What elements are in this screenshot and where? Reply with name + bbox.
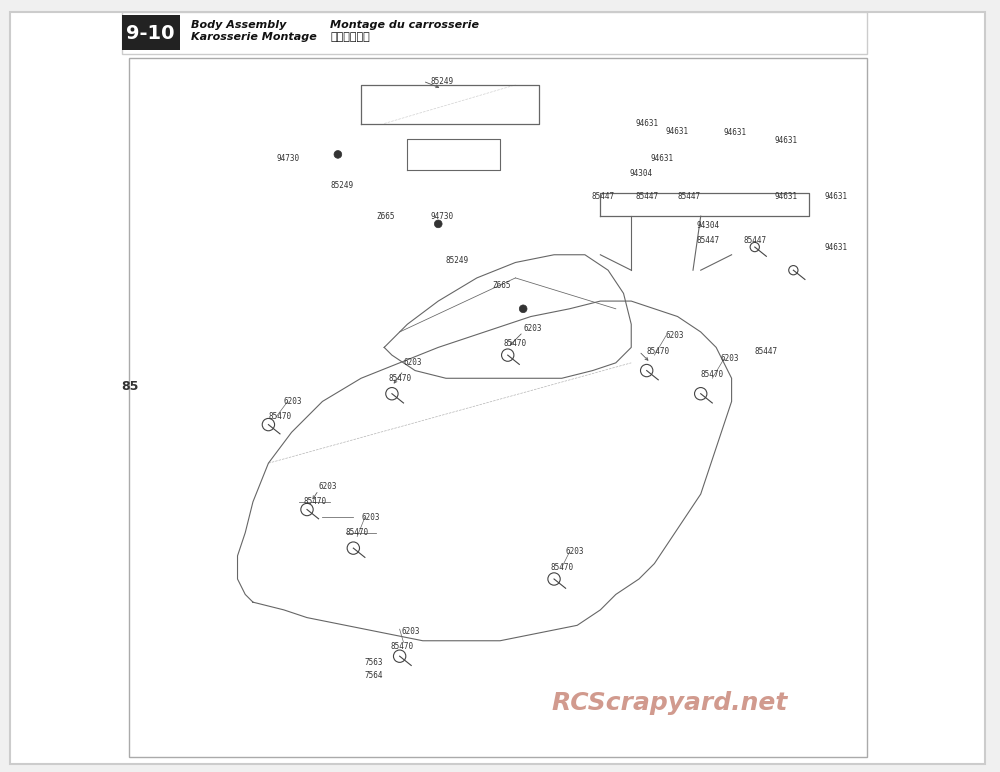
Text: 6203: 6203 bbox=[284, 397, 302, 406]
Text: 94631: 94631 bbox=[824, 192, 847, 201]
Text: 85447: 85447 bbox=[755, 347, 778, 356]
Text: ボディ展開図: ボディ展開図 bbox=[330, 32, 370, 42]
Text: 94631: 94631 bbox=[651, 154, 674, 163]
Text: 85470: 85470 bbox=[346, 528, 369, 537]
Text: 85447: 85447 bbox=[743, 236, 766, 245]
Circle shape bbox=[434, 220, 442, 228]
Text: 94631: 94631 bbox=[666, 127, 689, 136]
Text: 6203: 6203 bbox=[523, 323, 542, 333]
Text: 94730: 94730 bbox=[431, 212, 454, 221]
Text: Z665: Z665 bbox=[376, 212, 395, 221]
Text: 6203: 6203 bbox=[401, 627, 420, 636]
Text: 85447: 85447 bbox=[697, 236, 720, 245]
Text: Montage du carrosserie: Montage du carrosserie bbox=[330, 20, 479, 29]
Text: 85470: 85470 bbox=[701, 370, 724, 379]
Text: 94730: 94730 bbox=[276, 154, 299, 163]
Text: 6203: 6203 bbox=[666, 331, 684, 340]
Text: 94631: 94631 bbox=[824, 242, 847, 252]
Text: 85470: 85470 bbox=[268, 412, 292, 422]
Text: 7564: 7564 bbox=[365, 671, 383, 680]
Text: 85470: 85470 bbox=[390, 642, 414, 652]
Text: 85470: 85470 bbox=[303, 497, 326, 506]
Circle shape bbox=[334, 151, 342, 158]
Text: 94631: 94631 bbox=[635, 119, 658, 128]
Text: 85447: 85447 bbox=[635, 192, 658, 201]
Text: 85470: 85470 bbox=[647, 347, 670, 356]
Text: 94304: 94304 bbox=[630, 169, 653, 178]
Text: 85470: 85470 bbox=[388, 374, 411, 383]
Text: 85447: 85447 bbox=[591, 192, 614, 201]
Text: 94631: 94631 bbox=[774, 192, 797, 201]
Circle shape bbox=[519, 305, 527, 313]
Text: 7563: 7563 bbox=[365, 658, 383, 667]
Text: 94631: 94631 bbox=[724, 128, 747, 137]
Text: Karosserie Montage: Karosserie Montage bbox=[191, 32, 317, 42]
Text: 6203: 6203 bbox=[720, 354, 739, 364]
Text: 6203: 6203 bbox=[319, 482, 337, 491]
Text: 85447: 85447 bbox=[678, 192, 701, 201]
Text: 6203: 6203 bbox=[404, 358, 422, 367]
Text: 85249: 85249 bbox=[431, 76, 454, 86]
Text: 85: 85 bbox=[121, 380, 138, 392]
Text: 94304: 94304 bbox=[697, 221, 720, 230]
Text: 85470: 85470 bbox=[550, 563, 573, 572]
Text: 85249: 85249 bbox=[330, 181, 353, 190]
Text: 85249: 85249 bbox=[446, 256, 469, 265]
Bar bbox=[122, 15, 180, 50]
Text: Z665: Z665 bbox=[492, 281, 511, 290]
Text: 94631: 94631 bbox=[774, 136, 797, 145]
Text: 6203: 6203 bbox=[361, 513, 380, 522]
Text: 85470: 85470 bbox=[504, 339, 527, 348]
FancyBboxPatch shape bbox=[122, 12, 867, 54]
Text: RCScrapyard.net: RCScrapyard.net bbox=[552, 690, 788, 715]
Text: 6203: 6203 bbox=[566, 547, 584, 557]
Text: Body Assembly: Body Assembly bbox=[191, 20, 287, 29]
Text: 9-10: 9-10 bbox=[126, 24, 175, 42]
